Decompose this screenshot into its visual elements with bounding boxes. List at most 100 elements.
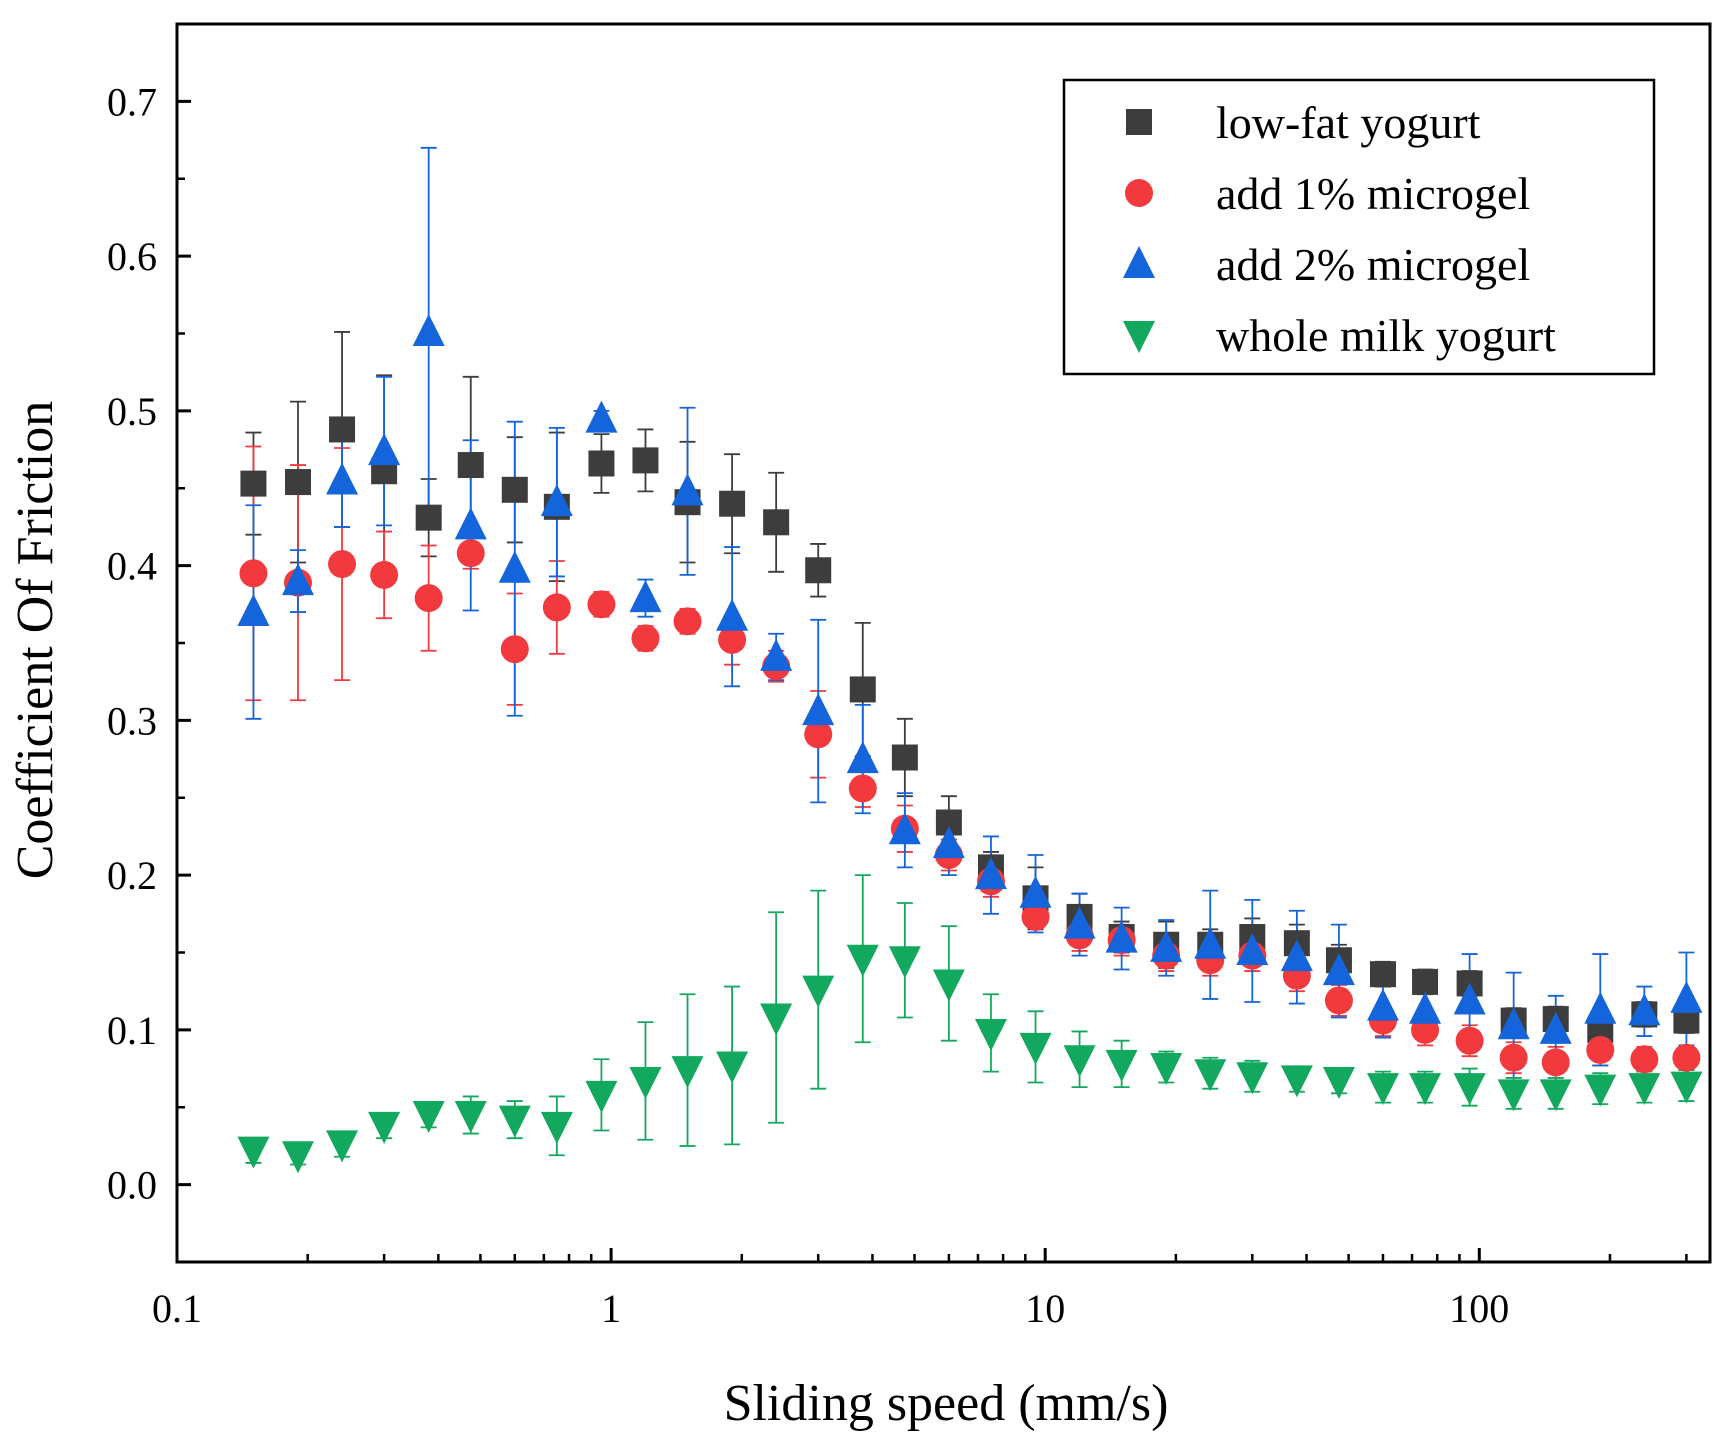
- data-point: [629, 1066, 662, 1099]
- data-point: [1021, 902, 1050, 931]
- data-point: [588, 450, 615, 477]
- data-point: [932, 969, 965, 1002]
- data-point: [1630, 1045, 1659, 1074]
- data-point: [1670, 980, 1703, 1013]
- data-point: [888, 946, 921, 979]
- y-tick-label-5: 0.5: [107, 389, 157, 434]
- data-point: [540, 484, 573, 517]
- data-point: [370, 560, 399, 589]
- data-point: [1539, 1079, 1572, 1112]
- x-tick-label-3: 100: [1449, 1286, 1509, 1331]
- data-point: [632, 447, 659, 474]
- data-point: [1584, 991, 1617, 1024]
- y-tick-label-7: 0.7: [107, 79, 157, 124]
- x-tick-label-2: 10: [1025, 1286, 1065, 1331]
- legend-marker-2: [1123, 246, 1155, 278]
- data-point: [848, 774, 877, 803]
- data-point: [240, 470, 267, 497]
- legend-marker-1: [1125, 179, 1153, 207]
- data-point: [888, 812, 921, 845]
- data-point: [673, 607, 702, 636]
- data-point: [1499, 1043, 1528, 1072]
- y-tick-label-3: 0.3: [107, 698, 157, 743]
- data-point: [974, 1018, 1007, 1051]
- data-point: [454, 1100, 487, 1133]
- data-point: [456, 539, 485, 568]
- y-tick-label-1: 0.1: [107, 1008, 157, 1053]
- data-point: [1280, 1065, 1313, 1098]
- data-point: [585, 400, 618, 433]
- data-point: [1541, 1048, 1570, 1077]
- legend-label-0: low-fat yogurt: [1216, 97, 1481, 148]
- axes: 0.0 0.1 0.2 0.3 0.4 0.5 0.6 0.7 0.1 1 10 100: [107, 22, 1712, 1331]
- data-point: [716, 598, 749, 631]
- data-point: [1412, 968, 1439, 995]
- data-point: [932, 826, 965, 859]
- data-point: [1322, 953, 1355, 986]
- data-point: [1194, 926, 1227, 959]
- data-point: [760, 638, 793, 671]
- legend-label-1: add 1% microgel: [1216, 168, 1530, 219]
- data-point: [498, 550, 531, 583]
- data-point: [718, 625, 747, 654]
- data-point: [1150, 1053, 1183, 1086]
- data-point: [891, 744, 918, 771]
- data-point: [329, 416, 356, 443]
- y-tick-label-4: 0.4: [107, 544, 157, 589]
- data-point: [454, 507, 487, 540]
- data-point: [457, 452, 484, 479]
- data-point: [412, 313, 445, 346]
- legend-label-2: add 2% microgel: [1216, 239, 1530, 290]
- data-point: [1584, 1074, 1617, 1107]
- data-point: [1019, 875, 1052, 908]
- data-point: [1628, 1073, 1661, 1106]
- data-point: [629, 580, 662, 613]
- data-point: [1628, 993, 1661, 1026]
- data-point: [282, 1141, 315, 1174]
- y-tick-label-2: 0.2: [107, 853, 157, 898]
- y-tick-label-6: 0.6: [107, 234, 157, 279]
- data-point: [1497, 1007, 1530, 1040]
- data-point: [414, 584, 443, 613]
- data-point: [1670, 1071, 1703, 1104]
- data-point: [326, 462, 359, 495]
- data-point: [1409, 1073, 1442, 1106]
- plot-area: [237, 146, 1703, 1174]
- data-point: [1453, 1073, 1486, 1106]
- data-point: [846, 944, 879, 977]
- data-point: [804, 720, 833, 749]
- data-point: [719, 490, 746, 517]
- data-point: [498, 1105, 531, 1138]
- legend-label-3: whole milk yogurt: [1216, 310, 1556, 361]
- data-point: [542, 593, 571, 622]
- data-point: [1105, 920, 1138, 953]
- data-point: [1409, 991, 1442, 1024]
- data-point: [282, 563, 315, 596]
- data-point: [1150, 929, 1183, 962]
- data-point: [587, 590, 616, 619]
- data-point: [1105, 1049, 1138, 1082]
- data-point: [326, 1130, 359, 1163]
- data-point: [805, 557, 832, 584]
- data-point: [763, 509, 790, 536]
- data-point: [412, 1100, 445, 1133]
- data-point: [716, 1051, 749, 1084]
- data-point: [671, 1056, 704, 1089]
- data-point: [500, 635, 529, 664]
- x-axis-title: Sliding speed (mm/s): [724, 1375, 1169, 1432]
- legend-marker-3: [1123, 321, 1155, 353]
- data-point: [1063, 1045, 1096, 1078]
- data-point: [1236, 932, 1269, 965]
- data-point: [1672, 1043, 1701, 1072]
- data-point: [1497, 1079, 1530, 1112]
- data-point: [415, 504, 442, 531]
- x-tick-label-1: 1: [601, 1286, 621, 1331]
- y-tick-label-0: 0.0: [107, 1163, 157, 1208]
- data-point: [1322, 1066, 1355, 1099]
- y-axis-title: Coefficient Of Friction: [7, 401, 64, 880]
- data-point: [1366, 1073, 1399, 1106]
- x-tick-label-0: 0.1: [152, 1286, 202, 1331]
- data-point: [1369, 961, 1396, 988]
- data-point: [501, 476, 528, 503]
- data-point: [671, 473, 704, 506]
